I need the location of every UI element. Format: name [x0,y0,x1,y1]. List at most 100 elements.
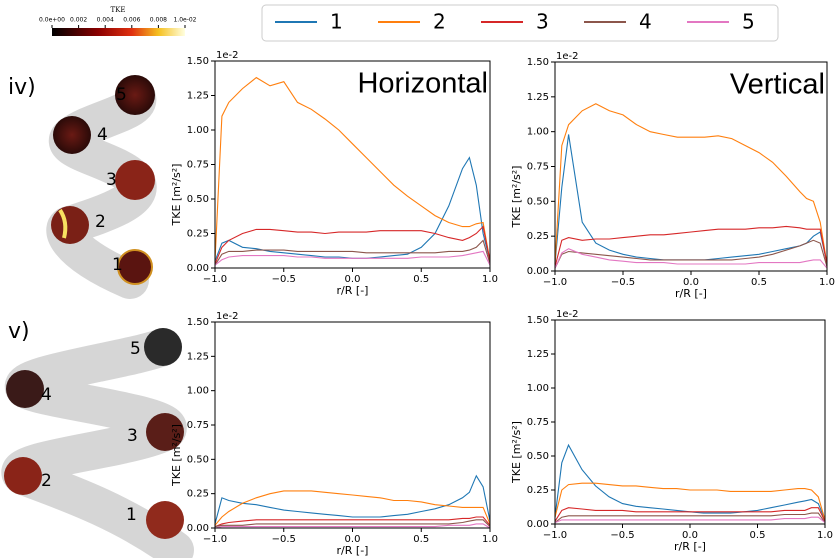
y-tick-label: 0.50 [527,451,549,462]
colorbar-tick-label: 0.008 [150,17,167,24]
x-tick-label: 0.5 [413,274,429,285]
section [4,457,42,495]
helix-top: iv) 5 4 3 2 1 [8,75,155,284]
y-axis-label: TKE [m²/s²] [510,166,523,229]
line [555,249,827,269]
line [215,78,490,262]
y-axis-label: TKE [m²/s²] [170,164,183,227]
plot-frame [555,320,825,524]
legend-label: 3 [536,10,549,34]
colorbar-tick-label: 0.002 [70,17,87,24]
pipe-label: 2 [41,471,52,491]
x-tick-label: −1.0 [203,274,227,285]
y-tick-label: 0.25 [527,485,549,496]
pipe-label: 5 [116,85,127,105]
x-tick-label: −0.5 [272,534,296,545]
line [215,251,490,265]
colorbar-tick-label: 0.006 [123,17,140,24]
y-tick-label: 0.75 [527,417,549,428]
legend-label: 1 [330,10,343,34]
y-tick-label: 0.50 [187,454,209,465]
line [215,240,490,265]
line [215,158,490,262]
y-axis-label: TKE [m²/s²] [170,424,183,487]
line [215,476,490,524]
line [555,226,827,266]
y-tick-label: 0.25 [527,231,549,242]
figure: TKE 12345 iv) 5 4 3 2 1 v) 5 4 3 2 1 0.0… [0,0,839,558]
y-tick-label: 1.50 [527,57,549,68]
colorbar-tick-label: 0.0e+00 [39,17,65,24]
line [555,513,825,523]
pipe-label: 4 [41,385,52,405]
colorbar-tick-label: 0.004 [97,17,114,24]
y-tick-label: 0.00 [527,519,549,530]
colorbar [52,28,185,36]
chart-title: Horizontal [357,68,488,100]
y-tick-label: 0.25 [187,489,209,500]
y-tick-label: 0.00 [187,263,209,274]
y-tick-label: 0.75 [187,160,209,171]
x-tick-label: 1.0 [482,534,498,545]
y-tick-label: 1.25 [187,91,209,102]
row-label: iv) [8,75,36,100]
y-tick-label: 0.00 [187,523,209,534]
pipe-label: 2 [95,212,106,232]
x-axis-label: r/R [-] [675,287,707,300]
x-tick-label: 1.0 [817,530,833,541]
x-tick-label: −0.5 [272,274,296,285]
x-tick-label: 0.5 [750,530,766,541]
plot-frame [215,322,490,528]
row-label: v) [8,319,30,344]
pipe-label: 1 [112,255,123,275]
section [53,116,91,154]
y-tick-label: 1.25 [527,349,549,360]
section [51,206,89,244]
line [555,445,825,520]
line [555,104,827,264]
y-tick-label: 0.75 [187,420,209,431]
x-tick-label: 0.5 [413,534,429,545]
pipe-label: 3 [127,426,138,446]
y-tick-label: 1.25 [527,92,549,103]
line [215,524,490,528]
y-tick-label: 1.50 [187,56,209,67]
y-tick-label: 1.00 [187,386,209,397]
legend-label: 5 [742,10,755,34]
section [6,370,44,408]
y-tick-label: 0.50 [187,194,209,205]
pipe-label: 4 [97,125,108,145]
colorbar-tick-label: 1.0e-02 [173,17,196,24]
helix-bottom: v) 5 4 3 2 1 [4,319,184,550]
legend-label: 4 [639,10,652,34]
y-tick-label: 0.00 [527,266,549,277]
x-tick-label: −1.0 [543,277,567,288]
x-axis-label: r/R [-] [337,284,369,297]
offset-label: 1e-2 [216,311,239,322]
offset-label: 1e-2 [556,309,579,320]
offset-label: 1e-2 [216,50,239,61]
y-tick-label: 0.50 [527,196,549,207]
y-tick-label: 1.50 [527,315,549,326]
pipe-label: 3 [106,170,117,190]
pipe-label: 5 [130,339,141,359]
x-tick-label: −0.5 [611,277,635,288]
line [555,135,827,265]
pipe-label: 1 [126,505,137,525]
y-tick-label: 1.00 [527,127,549,138]
x-tick-label: 1.0 [482,274,498,285]
section [146,501,184,539]
y-axis-label: TKE [m²/s²] [510,421,523,484]
x-tick-label: −0.5 [610,530,634,541]
legend-label: 2 [433,10,446,34]
section [118,250,152,284]
y-tick-label: 1.50 [187,317,209,328]
y-tick-label: 0.75 [527,162,549,173]
x-tick-label: 0.5 [751,277,767,288]
line [555,517,825,522]
x-tick-label: 1.0 [819,277,835,288]
section [115,160,155,200]
section [144,328,182,366]
x-axis-label: r/R [-] [337,544,369,557]
chart-title: Vertical [730,69,825,101]
